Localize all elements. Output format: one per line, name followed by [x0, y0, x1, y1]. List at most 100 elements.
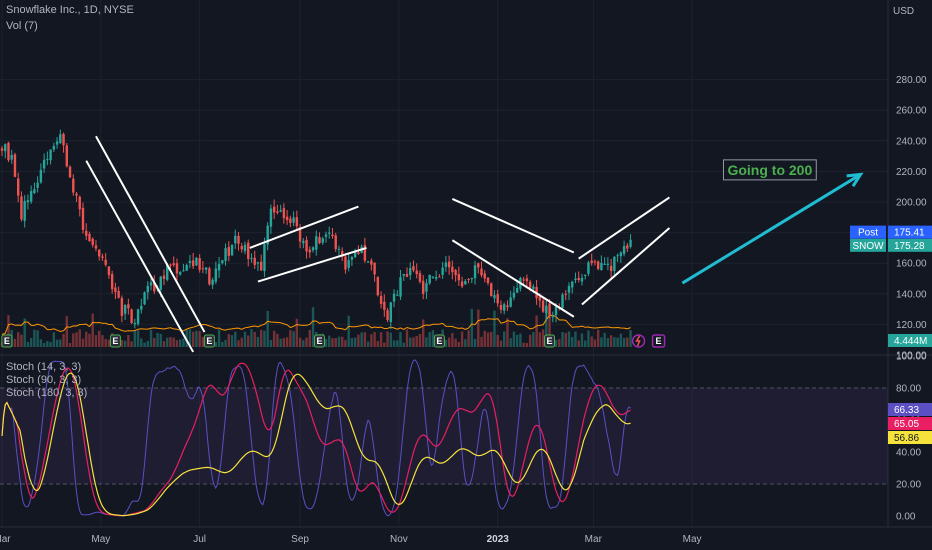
arrow-shaft[interactable] — [681, 173, 862, 285]
candle[interactable] — [548, 303, 551, 316]
earnings-marker[interactable] — [314, 334, 326, 348]
candle[interactable] — [522, 279, 525, 281]
candle[interactable] — [444, 262, 448, 267]
candle[interactable] — [409, 268, 412, 276]
annotation-text[interactable]: Going to 200 — [727, 162, 812, 178]
candle[interactable] — [20, 196, 23, 220]
symbol-legend[interactable]: Snowflake Inc., 1D, NYSE — [6, 4, 134, 16]
candle[interactable] — [276, 211, 279, 213]
candle[interactable] — [324, 234, 328, 237]
candle[interactable] — [94, 245, 98, 249]
candle[interactable] — [162, 275, 166, 279]
candle[interactable] — [344, 256, 347, 270]
channel-line[interactable] — [249, 205, 359, 249]
candle[interactable] — [418, 273, 422, 282]
candle[interactable] — [441, 267, 444, 275]
stoch-legend-14[interactable]: Stoch (14, 3, 3) — [6, 361, 82, 373]
candle[interactable] — [169, 264, 172, 266]
candle[interactable] — [224, 248, 227, 261]
candle[interactable] — [545, 305, 548, 314]
candle[interactable] — [376, 276, 380, 296]
candle[interactable] — [600, 262, 603, 270]
candle[interactable] — [234, 235, 237, 244]
projection-arrow[interactable] — [681, 172, 864, 285]
candle[interactable] — [191, 260, 195, 267]
candle[interactable] — [240, 246, 243, 250]
candle[interactable] — [221, 260, 224, 264]
candle[interactable] — [577, 277, 580, 280]
candle[interactable] — [554, 306, 558, 315]
candle[interactable] — [133, 322, 137, 325]
candle[interactable] — [36, 182, 39, 188]
candle[interactable] — [464, 280, 467, 285]
candles[interactable] — [0, 129, 632, 330]
earnings-marker[interactable] — [203, 334, 215, 348]
candle[interactable] — [182, 270, 185, 272]
candle[interactable] — [188, 260, 192, 264]
candle[interactable] — [574, 278, 577, 281]
candle[interactable] — [127, 304, 130, 309]
channel-lines[interactable] — [85, 135, 671, 353]
price-axis[interactable]: USD280.00260.00240.00220.00200.00180.001… — [893, 6, 927, 523]
candle[interactable] — [107, 266, 111, 276]
candle[interactable] — [596, 261, 600, 269]
candle[interactable] — [486, 277, 490, 284]
candle[interactable] — [493, 295, 496, 299]
candle[interactable] — [357, 252, 360, 254]
candle[interactable] — [551, 316, 554, 318]
channel-line[interactable] — [85, 160, 195, 353]
candle[interactable] — [101, 256, 104, 258]
candle[interactable] — [454, 269, 457, 276]
earnings-marker-upcoming[interactable] — [651, 334, 666, 348]
candle[interactable] — [201, 268, 205, 270]
candle[interactable] — [609, 265, 613, 272]
candle[interactable] — [525, 278, 529, 282]
candle[interactable] — [217, 263, 221, 271]
annotation-box[interactable]: Going to 200 — [722, 159, 817, 181]
candle[interactable] — [509, 297, 512, 307]
candle[interactable] — [285, 216, 289, 221]
stoch-legend-90[interactable]: Stoch (90, 3, 3) — [6, 374, 82, 386]
candle[interactable] — [503, 304, 506, 311]
candle[interactable] — [541, 300, 545, 312]
candle[interactable] — [434, 277, 438, 279]
candle[interactable] — [396, 294, 399, 296]
candle[interactable] — [438, 276, 441, 278]
candle[interactable] — [211, 279, 214, 285]
candle[interactable] — [256, 262, 260, 264]
candle[interactable] — [496, 294, 499, 304]
candle[interactable] — [250, 258, 253, 260]
event-marker[interactable] — [631, 334, 646, 348]
candle[interactable] — [383, 301, 386, 310]
earnings-marker[interactable] — [1, 334, 13, 348]
candle[interactable] — [237, 235, 240, 244]
candle[interactable] — [78, 196, 81, 210]
candle[interactable] — [39, 169, 43, 183]
channel-line[interactable] — [581, 227, 671, 306]
candle[interactable] — [341, 251, 344, 257]
candle[interactable] — [65, 145, 68, 167]
candle[interactable] — [305, 239, 308, 252]
candle[interactable] — [373, 262, 376, 275]
candle[interactable] — [49, 149, 52, 161]
candle[interactable] — [616, 255, 619, 257]
candle[interactable] — [480, 268, 483, 276]
candle[interactable] — [75, 193, 78, 196]
time-axis[interactable]: Mar May Jul Sep Nov 2023 Mar May — [0, 534, 702, 545]
candle[interactable] — [392, 293, 396, 302]
candle[interactable] — [253, 257, 256, 265]
candle[interactable] — [311, 247, 315, 251]
candle[interactable] — [457, 274, 461, 281]
candle[interactable] — [506, 305, 509, 308]
candle[interactable] — [68, 166, 72, 178]
candle[interactable] — [55, 141, 59, 145]
volume-legend[interactable]: Vol (7) — [6, 20, 38, 32]
candle[interactable] — [428, 274, 431, 284]
candle[interactable] — [263, 244, 266, 272]
candle[interactable] — [425, 283, 428, 292]
candle[interactable] — [289, 218, 292, 223]
candle[interactable] — [85, 230, 88, 236]
candle[interactable] — [243, 244, 247, 252]
